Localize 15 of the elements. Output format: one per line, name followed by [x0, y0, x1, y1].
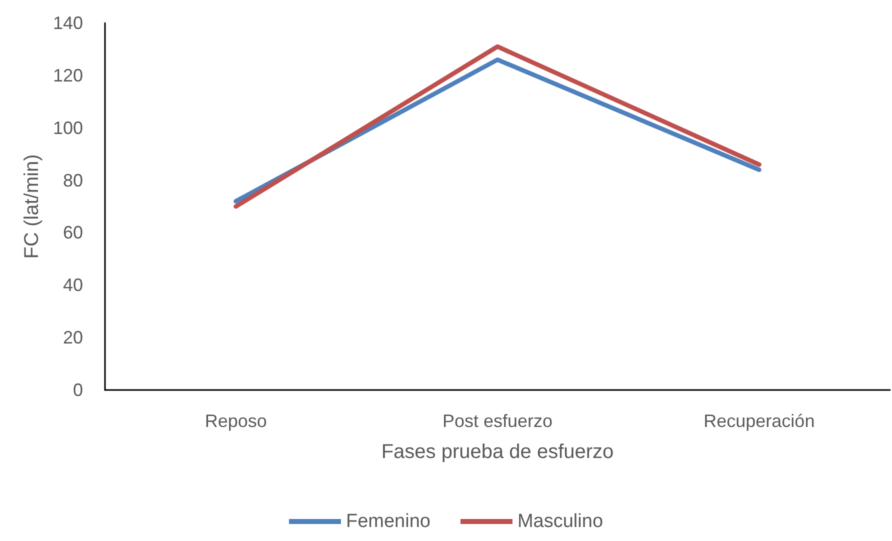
y-tick-label: 100 [52, 118, 83, 138]
x-tick-label: Recuperación [704, 411, 815, 431]
legend-label: Femenino [346, 511, 430, 532]
x-tick-label: Post esfuerzo [442, 411, 553, 431]
y-tick-label: 140 [52, 13, 83, 33]
y-axis-title: FC (lat/min) [21, 154, 44, 259]
y-tick-label: 0 [72, 380, 83, 400]
y-tick-label: 120 [52, 65, 83, 86]
x-axis-title: Fases prueba de esfuerzo [381, 441, 614, 463]
legend-label: Masculino [517, 511, 604, 532]
y-tick-label: 60 [62, 222, 83, 243]
y-tick-label: 20 [62, 328, 83, 348]
x-tick-label: Reposo [204, 411, 267, 431]
y-tick-label: 40 [62, 275, 83, 296]
y-tick-label: 80 [62, 170, 83, 190]
